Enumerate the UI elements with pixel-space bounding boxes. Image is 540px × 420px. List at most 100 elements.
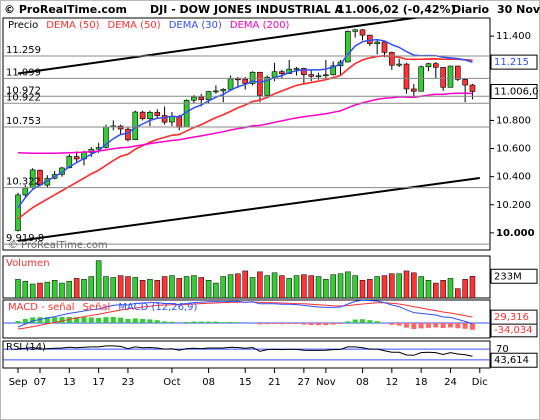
- macd-bar: [374, 321, 380, 323]
- volume-bar: [293, 275, 300, 299]
- candle-body: [154, 112, 161, 116]
- volume-bar: [249, 277, 256, 299]
- volume-bar: [345, 271, 351, 299]
- macd-bar: [235, 322, 241, 323]
- macd-bar: [418, 323, 424, 329]
- volume-bar: [15, 279, 21, 299]
- y-tick-label: 10.800: [496, 115, 531, 126]
- macd-bar: [323, 323, 329, 326]
- candle-body: [191, 96, 197, 101]
- volume-bar: [257, 271, 263, 299]
- volume-bar: [81, 279, 87, 299]
- volume-bar: [37, 282, 43, 299]
- legend-item: DEMA (50): [108, 20, 161, 31]
- volume-bar: [447, 278, 454, 299]
- macd-bar: [264, 323, 270, 325]
- volume-bar: [147, 279, 153, 299]
- volume-bar: [110, 277, 117, 299]
- dema-line: [17, 38, 473, 209]
- macd-bar: [433, 323, 439, 328]
- dema-line: [17, 55, 473, 220]
- x-tick-label: 23: [122, 377, 135, 388]
- candle-body: [403, 63, 410, 90]
- volume-bar: [367, 279, 373, 299]
- macd-bar: [37, 317, 43, 323]
- x-tick-label: 24: [444, 377, 457, 388]
- macd-bar: [184, 322, 190, 323]
- volume-bar: [73, 278, 80, 299]
- macd-bar: [367, 320, 373, 323]
- panel-title: Volumen: [6, 258, 50, 269]
- volume-bar: [22, 280, 29, 299]
- volume-bar: [418, 276, 424, 299]
- candle-body: [301, 68, 307, 75]
- level-label: 11.259: [6, 45, 41, 56]
- volume-bar: [352, 275, 358, 299]
- macd-bar: [447, 323, 453, 328]
- volume-bar: [183, 276, 190, 299]
- period: Diario: [452, 3, 490, 16]
- candle-body: [161, 115, 168, 123]
- macd-bar: [74, 317, 80, 323]
- level-label: 11.099: [6, 67, 41, 78]
- volume-bar: [205, 280, 212, 299]
- volume-bar: [396, 273, 402, 299]
- legend-item: MACD (12,26,9): [118, 302, 197, 313]
- macd-bar: [140, 319, 146, 323]
- candle-body: [469, 84, 476, 92]
- macd-bar: [286, 323, 292, 324]
- volume-bar: [161, 276, 168, 299]
- volume-bar: [381, 275, 388, 299]
- volume-bar: [271, 272, 278, 299]
- macd-bar: [81, 317, 87, 323]
- candle-body: [433, 63, 439, 68]
- volume-bar: [337, 273, 344, 299]
- value-box: [490, 309, 538, 325]
- value-box: [490, 83, 538, 99]
- volume-bar: [125, 276, 131, 299]
- candle-body: [352, 29, 358, 32]
- candle-body: [396, 63, 402, 66]
- macd-bar: [316, 323, 322, 326]
- candle-body: [205, 91, 212, 100]
- volume-bar: [374, 276, 380, 299]
- macd-bar: [132, 318, 138, 323]
- candle-body: [264, 76, 271, 96]
- candle-body: [257, 71, 263, 96]
- volume-bar: [103, 276, 109, 299]
- volume-bar: [286, 278, 292, 299]
- value-box-label: 29,316: [494, 312, 529, 323]
- volume-bar: [117, 275, 124, 299]
- candle-body: [15, 194, 21, 231]
- macd-bar: [154, 320, 160, 323]
- macd-bar: [220, 322, 226, 323]
- macd-bar: [411, 323, 417, 329]
- volume-bar: [44, 281, 51, 299]
- candle-body: [227, 78, 234, 90]
- candle-body: [235, 78, 241, 81]
- macd-bar: [330, 323, 336, 325]
- volume-bar: [462, 279, 468, 299]
- rsi-line: [17, 345, 473, 357]
- macd-bar: [455, 323, 461, 329]
- value-box-label: 11.215: [494, 57, 529, 68]
- candle-body: [381, 41, 388, 53]
- volume-bar: [198, 277, 204, 299]
- candle-body: [330, 65, 336, 76]
- volume-bar: [154, 280, 161, 299]
- value-box: [490, 54, 538, 70]
- macd-bar: [301, 323, 307, 325]
- candle-body: [323, 74, 329, 77]
- macd-bar: [52, 317, 58, 323]
- macd-bar: [191, 321, 197, 323]
- macd-bar: [257, 323, 263, 325]
- chart-title: DJI - DOW JONES INDUSTRIAL A: [150, 3, 344, 16]
- macd-bar: [338, 323, 344, 324]
- volume-bar: [220, 276, 226, 299]
- x-tick-label: 27: [298, 377, 311, 388]
- candle-body: [454, 65, 461, 80]
- volume-bar: [403, 270, 410, 299]
- y-tick-label: 11.400: [496, 31, 531, 42]
